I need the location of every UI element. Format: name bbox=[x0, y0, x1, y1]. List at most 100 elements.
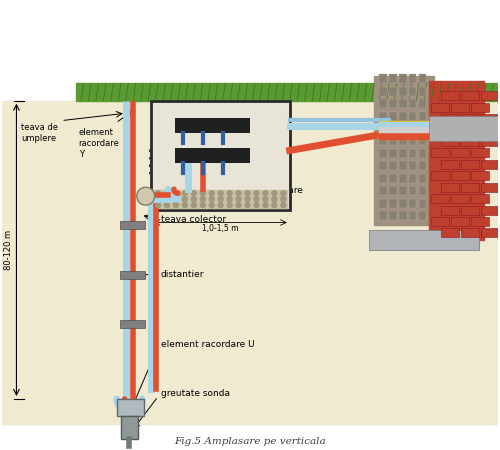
Bar bbox=[452, 194, 468, 203]
Circle shape bbox=[236, 202, 241, 207]
Bar bbox=[409, 186, 416, 195]
Circle shape bbox=[263, 191, 268, 196]
Bar bbox=[370, 230, 478, 250]
Circle shape bbox=[164, 197, 170, 202]
Circle shape bbox=[254, 191, 259, 196]
Bar bbox=[432, 171, 449, 180]
Bar bbox=[399, 186, 406, 195]
Bar bbox=[389, 149, 396, 158]
Bar bbox=[76, 83, 498, 101]
Circle shape bbox=[200, 191, 205, 196]
Bar bbox=[389, 74, 396, 83]
Circle shape bbox=[272, 197, 277, 202]
Bar bbox=[419, 174, 426, 183]
Circle shape bbox=[236, 197, 241, 202]
Bar bbox=[471, 148, 488, 157]
Bar bbox=[452, 217, 468, 226]
Bar bbox=[471, 103, 488, 112]
Bar bbox=[471, 217, 488, 226]
Bar bbox=[379, 122, 439, 128]
Bar bbox=[389, 99, 396, 108]
Bar bbox=[389, 136, 396, 145]
Bar bbox=[452, 103, 468, 112]
Bar bbox=[379, 124, 386, 133]
Bar bbox=[389, 198, 396, 207]
Bar bbox=[419, 211, 426, 220]
Bar bbox=[432, 103, 449, 112]
Circle shape bbox=[174, 197, 178, 202]
Bar bbox=[399, 124, 406, 133]
Bar bbox=[419, 99, 426, 108]
Bar bbox=[389, 211, 396, 220]
Bar bbox=[409, 87, 416, 96]
Bar bbox=[379, 133, 439, 139]
Circle shape bbox=[272, 202, 277, 207]
Circle shape bbox=[254, 197, 259, 202]
Bar bbox=[374, 76, 434, 225]
Bar bbox=[379, 99, 386, 108]
Circle shape bbox=[245, 191, 250, 196]
Bar bbox=[399, 74, 406, 83]
Bar bbox=[432, 217, 449, 226]
Bar bbox=[432, 194, 449, 203]
Bar bbox=[117, 399, 144, 416]
Bar bbox=[461, 160, 478, 169]
Text: element
racordare
Y: element racordare Y bbox=[78, 128, 120, 159]
Circle shape bbox=[218, 197, 223, 202]
Bar bbox=[150, 101, 290, 210]
Circle shape bbox=[272, 191, 277, 196]
Bar bbox=[120, 221, 144, 229]
Bar bbox=[409, 211, 416, 220]
Bar bbox=[2, 101, 498, 424]
Bar bbox=[461, 229, 478, 238]
Circle shape bbox=[164, 202, 170, 207]
Bar bbox=[442, 114, 458, 123]
Bar bbox=[419, 198, 426, 207]
Bar bbox=[442, 91, 458, 100]
Bar bbox=[452, 126, 468, 135]
Bar bbox=[442, 206, 458, 215]
Circle shape bbox=[200, 197, 205, 202]
Bar bbox=[399, 99, 406, 108]
Bar bbox=[399, 211, 406, 220]
Bar bbox=[419, 124, 426, 133]
Circle shape bbox=[164, 191, 170, 196]
Bar bbox=[419, 186, 426, 195]
Circle shape bbox=[182, 191, 188, 196]
Bar bbox=[409, 149, 416, 158]
Circle shape bbox=[227, 191, 232, 196]
Bar bbox=[429, 81, 484, 240]
Bar bbox=[399, 149, 406, 158]
Bar bbox=[399, 198, 406, 207]
Circle shape bbox=[210, 197, 214, 202]
Text: 1,5-1,8 m: 1,5-1,8 m bbox=[150, 137, 159, 174]
Bar bbox=[379, 149, 386, 158]
Bar bbox=[121, 416, 138, 439]
Bar bbox=[419, 87, 426, 96]
Bar bbox=[176, 118, 250, 133]
Bar bbox=[379, 87, 386, 96]
Bar bbox=[461, 114, 478, 123]
Bar bbox=[442, 137, 458, 146]
Circle shape bbox=[192, 197, 196, 202]
Circle shape bbox=[174, 191, 178, 196]
Bar bbox=[379, 162, 386, 171]
Bar bbox=[481, 137, 498, 146]
Bar bbox=[379, 211, 386, 220]
Circle shape bbox=[263, 202, 268, 207]
Bar bbox=[120, 271, 144, 279]
Bar bbox=[379, 127, 439, 132]
Text: 80-120 m: 80-120 m bbox=[4, 230, 14, 270]
Bar bbox=[379, 186, 386, 195]
Circle shape bbox=[156, 191, 160, 196]
Circle shape bbox=[227, 197, 232, 202]
Bar bbox=[471, 171, 488, 180]
Bar bbox=[379, 174, 386, 183]
Bar bbox=[452, 148, 468, 157]
Bar bbox=[389, 174, 396, 183]
Bar bbox=[389, 87, 396, 96]
Text: izolatie: izolatie bbox=[438, 124, 470, 133]
Bar bbox=[419, 162, 426, 171]
Circle shape bbox=[263, 197, 268, 202]
Text: teava de
umplere: teava de umplere bbox=[22, 123, 59, 143]
